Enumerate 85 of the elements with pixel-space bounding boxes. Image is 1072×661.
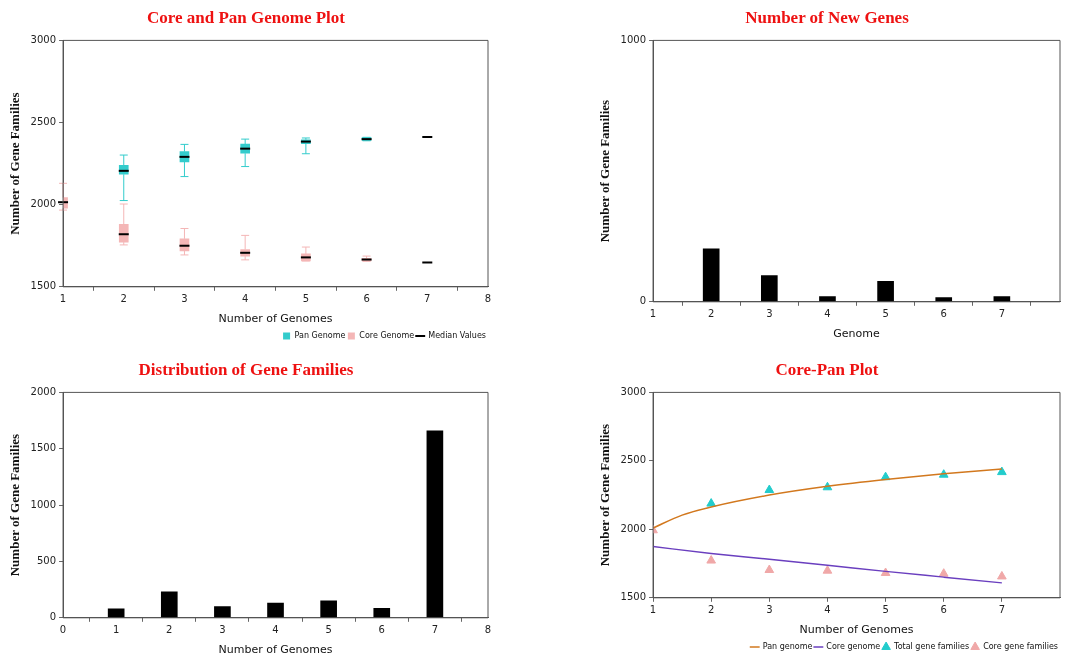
x-tick-label: 1 bbox=[649, 604, 657, 616]
y-tick-label: 1500 bbox=[30, 280, 57, 292]
bar bbox=[426, 430, 444, 618]
x-tick-label: 6 bbox=[940, 604, 947, 616]
y-tick-label: 2500 bbox=[30, 116, 57, 128]
y-tick-label: 2000 bbox=[30, 385, 57, 397]
x-tick-label: 5 bbox=[882, 604, 889, 616]
bar bbox=[819, 296, 836, 302]
bar bbox=[107, 608, 125, 618]
point bbox=[997, 570, 1007, 580]
x-tick-label: 0 bbox=[59, 624, 67, 636]
line-series bbox=[653, 545, 1003, 584]
x-tick-label: 3 bbox=[181, 293, 188, 305]
x-tick-label: 3 bbox=[766, 308, 773, 320]
bar bbox=[760, 275, 778, 302]
y-tick-label: 500 bbox=[36, 555, 57, 567]
y-axis-title: Number of Gene Families bbox=[597, 423, 613, 567]
point bbox=[997, 466, 1007, 476]
x-axis-title: Number of Genomes bbox=[218, 643, 333, 657]
x-tick-label: 1 bbox=[59, 293, 67, 305]
text: Median Values bbox=[428, 331, 486, 341]
x-tick-label: 2 bbox=[120, 293, 127, 305]
x-axis-title: Number of Genomes bbox=[218, 312, 333, 326]
x-axis-title: Genome bbox=[833, 327, 880, 341]
x-tick-label: 3 bbox=[219, 624, 226, 636]
bar bbox=[320, 600, 337, 618]
x-tick-label: 1 bbox=[649, 308, 657, 320]
x-tick-label: 4 bbox=[241, 293, 249, 305]
y-tick-label: 3000 bbox=[30, 33, 57, 45]
y-tick-label: 1500 bbox=[620, 591, 647, 603]
legend-label: Core Genome bbox=[359, 331, 415, 341]
x-tick-label: 4 bbox=[272, 624, 279, 636]
x-tick-label: 5 bbox=[882, 308, 889, 320]
x-tick-label: 7 bbox=[424, 293, 431, 305]
chart-title: Number of New Genes bbox=[745, 7, 910, 27]
y-axis-title: Number of Gene Families bbox=[7, 92, 23, 235]
point bbox=[938, 568, 949, 577]
legend-label: Total gene families bbox=[893, 642, 970, 652]
bar bbox=[373, 607, 391, 618]
bar bbox=[214, 606, 231, 618]
x-tick-label: 7 bbox=[998, 308, 1006, 320]
x-tick-label: 5 bbox=[302, 293, 310, 305]
y-tick-label: 2500 bbox=[620, 454, 647, 466]
y-axis-title: Number of Gene Families bbox=[597, 99, 613, 243]
point bbox=[880, 567, 891, 577]
legend-label: Core genome bbox=[826, 642, 881, 652]
x-tick-label: 2 bbox=[708, 604, 715, 616]
x-axis-title: Number of Genomes bbox=[799, 623, 914, 637]
bar bbox=[935, 297, 953, 302]
chart-title: Distribution of Gene Families bbox=[138, 359, 354, 379]
x-tick-label: 8 bbox=[484, 624, 492, 636]
bar bbox=[267, 602, 284, 618]
x-tick-label: 2 bbox=[166, 624, 173, 636]
legend-label: Pan Genome bbox=[294, 331, 346, 341]
x-tick-label: 6 bbox=[363, 293, 370, 305]
bar bbox=[877, 281, 894, 302]
point bbox=[764, 484, 775, 494]
legend-label: Pan genome bbox=[762, 642, 813, 652]
x-tick-label: 3 bbox=[766, 604, 773, 616]
y-tick-label: 3000 bbox=[620, 385, 647, 397]
y-tick-label: 1000 bbox=[30, 498, 57, 510]
x-tick-label: 4 bbox=[824, 604, 831, 616]
y-tick-label: 2000 bbox=[30, 198, 57, 210]
x-tick-label: 4 bbox=[824, 308, 831, 320]
chart-title: Core and Pan Genome Plot bbox=[146, 7, 346, 27]
point bbox=[706, 555, 717, 564]
y-tick-label: 2000 bbox=[620, 522, 647, 534]
y-tick-label: 1500 bbox=[30, 442, 57, 454]
y-axis-title: Number of Gene Families bbox=[7, 433, 23, 577]
x-tick-label: 1 bbox=[112, 624, 120, 636]
y-tick-label: 1000 bbox=[620, 33, 647, 45]
x-tick-label: 6 bbox=[940, 308, 947, 320]
x-tick-label: 7 bbox=[998, 604, 1006, 616]
chart-title: Core-Pan Plot bbox=[775, 359, 879, 379]
x-tick-label: 5 bbox=[325, 624, 332, 636]
x-tick-label: 8 bbox=[484, 293, 492, 305]
point bbox=[764, 564, 775, 573]
point bbox=[706, 498, 717, 507]
point bbox=[822, 565, 833, 574]
x-tick-label: 6 bbox=[378, 624, 385, 636]
bar bbox=[160, 591, 178, 618]
bar bbox=[702, 248, 720, 302]
legend-label: Core gene families bbox=[983, 642, 1059, 652]
x-tick-label: 7 bbox=[431, 624, 439, 636]
x-tick-label: 2 bbox=[708, 308, 715, 320]
